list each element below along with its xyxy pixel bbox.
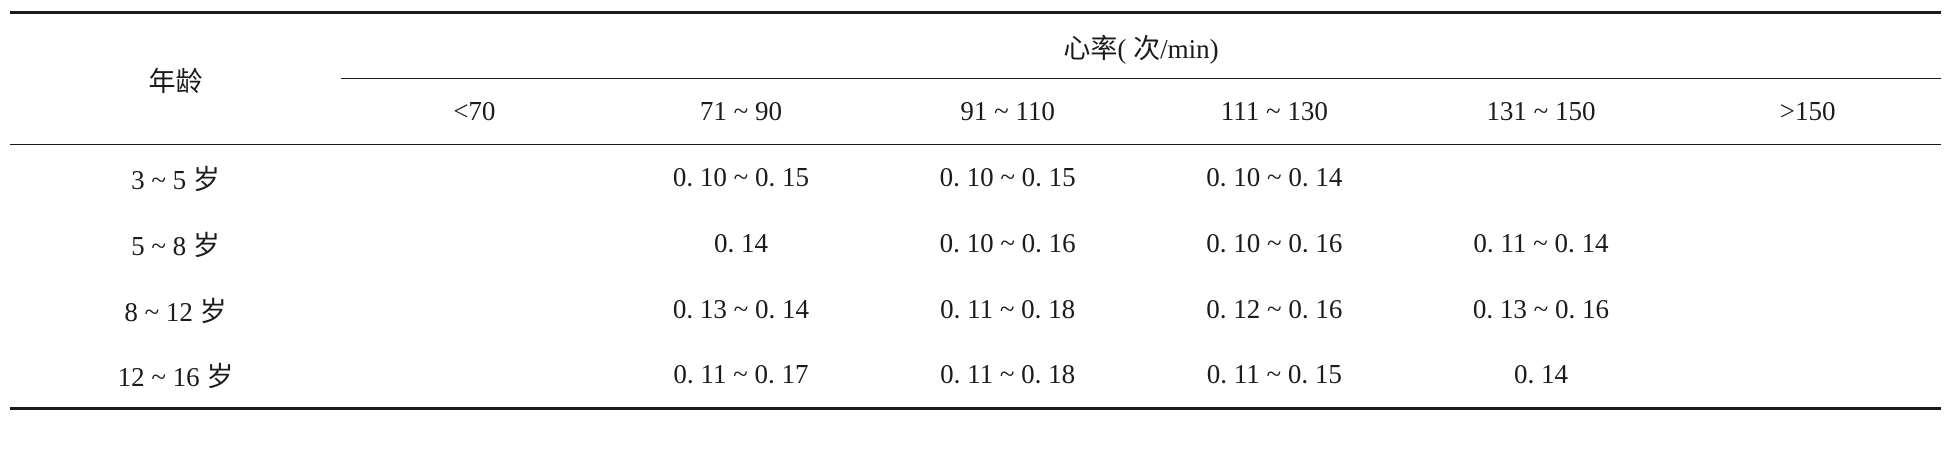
hr-range-header: 71 ~ 90 xyxy=(607,78,875,145)
value-cell xyxy=(1674,145,1941,211)
value-cell: 0. 14 xyxy=(1407,342,1675,410)
table-row: 8 ~ 12 岁 0. 13 ~ 0. 14 0. 11 ~ 0. 18 0. … xyxy=(10,277,1941,343)
table-body: 3 ~ 5 岁 0. 10 ~ 0. 15 0. 10 ~ 0. 15 0. 1… xyxy=(10,145,1941,410)
hr-range-header: 91 ~ 110 xyxy=(874,78,1141,145)
value-cell: 0. 13 ~ 0. 16 xyxy=(1472,294,1609,324)
value-cell: 0. 13 ~ 0. 14 xyxy=(672,294,810,324)
hr-range-header: 131 ~ 150 xyxy=(1407,78,1675,145)
value-cell: 0. 11 ~ 0. 15 xyxy=(1140,342,1408,410)
value-cell: 0. 11 ~ 0. 14 xyxy=(1473,228,1609,258)
value-cell: 0. 10 ~ 0. 15 xyxy=(939,162,1076,193)
value-cell: 0. 11 ~ 0. 18 xyxy=(874,342,1141,410)
heart-rate-age-table: 年龄 心率( 次/min) <70 71 ~ 90 91 ~ 110 111 ~… xyxy=(10,11,1941,410)
value-cell xyxy=(341,145,608,211)
value-cell: 0. 10 ~ 0. 15 xyxy=(672,162,810,193)
value-cell: 0. 10 ~ 0. 14 xyxy=(1206,162,1343,193)
age-cell: 5 ~ 8 岁 xyxy=(131,231,220,261)
heart-rate-group-header: 心率( 次/min) xyxy=(341,11,1941,79)
header-row-ranges: <70 71 ~ 90 91 ~ 110 111 ~ 130 131 ~ 150… xyxy=(10,78,1941,145)
header-row-group: 年龄 心率( 次/min) xyxy=(10,11,1941,145)
hr-range-header: >150 xyxy=(1674,78,1941,145)
value-cell xyxy=(1674,211,1941,277)
value-cell xyxy=(1674,277,1941,343)
hr-range-header: 111 ~ 130 xyxy=(1140,78,1408,145)
table-header: 年龄 心率( 次/min) <70 71 ~ 90 91 ~ 110 111 ~… xyxy=(10,11,1941,145)
value-cell xyxy=(1674,342,1941,410)
value-cell xyxy=(341,277,608,343)
value-cell xyxy=(341,211,608,277)
age-column-header: 年龄 xyxy=(10,11,341,145)
hr-range-header: <70 xyxy=(341,78,608,145)
value-cell: 0. 10 ~ 0. 16 xyxy=(1206,228,1343,258)
table-row: 5 ~ 8 岁 0. 14 0. 10 ~ 0. 16 0. 10 ~ 0. 1… xyxy=(10,211,1941,277)
age-cell: 3 ~ 5 岁 xyxy=(131,165,220,196)
table-row: 3 ~ 5 岁 0. 10 ~ 0. 15 0. 10 ~ 0. 15 0. 1… xyxy=(10,145,1941,211)
value-cell xyxy=(341,342,608,410)
value-cell xyxy=(1408,145,1675,211)
value-cell: 0. 11 ~ 0. 17 xyxy=(607,342,875,410)
table-row: 12 ~ 16 岁 0. 11 ~ 0. 17 0. 11 ~ 0. 18 0.… xyxy=(10,342,1941,410)
age-cell: 12 ~ 16 岁 xyxy=(10,342,341,410)
age-cell: 8 ~ 12 岁 xyxy=(124,297,227,327)
value-cell: 0. 11 ~ 0. 18 xyxy=(940,294,1076,324)
value-cell: 0. 12 ~ 0. 16 xyxy=(1206,294,1343,324)
value-cell: 0. 10 ~ 0. 16 xyxy=(939,228,1076,258)
value-cell: 0. 14 xyxy=(713,228,768,258)
